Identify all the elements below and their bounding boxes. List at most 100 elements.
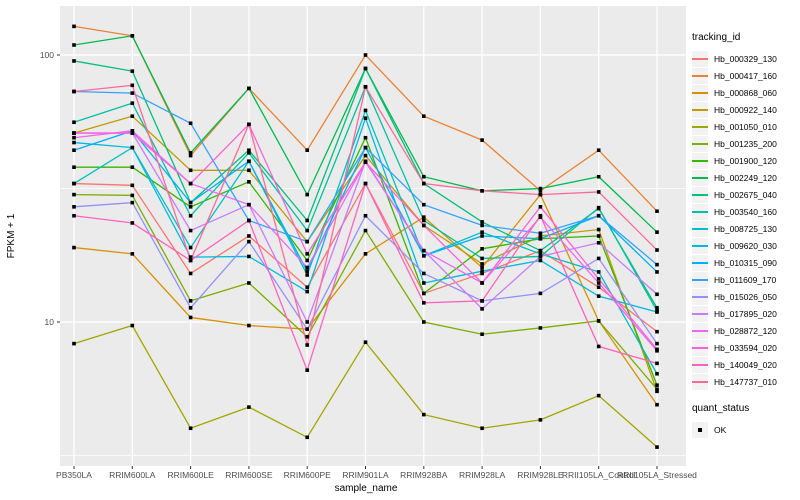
legend-label: Hb_001050_010 [714, 121, 777, 132]
data-point [596, 205, 601, 210]
data-point [363, 85, 368, 89]
data-point [422, 281, 426, 285]
data-point [305, 289, 309, 294]
data-point [655, 361, 659, 366]
data-point [247, 148, 251, 152]
data-point [538, 248, 543, 253]
data-point [130, 165, 135, 169]
legend-entry-Hb_000922_140: Hb_000922_140 [692, 101, 798, 118]
data-point [188, 213, 193, 218]
data-point [247, 254, 251, 259]
legend-label: Hb_147737_010 [714, 376, 777, 387]
data-point [130, 114, 135, 118]
legend-entry-Hb_010315_090: Hb_010315_090 [692, 254, 798, 271]
data-point [655, 371, 659, 376]
data-point [363, 213, 368, 218]
data-point [596, 190, 601, 194]
data-point [422, 218, 426, 223]
data-point [72, 89, 76, 94]
data-point [538, 213, 543, 218]
legend-label: Hb_003540_160 [714, 206, 777, 217]
data-point [538, 234, 543, 238]
data-point [480, 265, 484, 270]
data-point [305, 368, 309, 372]
legend-entry-Hb_001900_120: Hb_001900_120 [692, 152, 798, 169]
data-point [422, 320, 426, 324]
legend-label: Hb_009620_030 [714, 240, 777, 251]
data-point [305, 269, 309, 273]
legend-key-line-icon [692, 271, 708, 288]
data-point [363, 116, 368, 120]
data-point [72, 59, 76, 63]
data-point [72, 131, 76, 135]
data-point [655, 209, 659, 214]
x-tick-label: RRIM600SE [225, 470, 273, 480]
data-point [655, 383, 659, 387]
data-point [422, 248, 426, 253]
legend-label: Hb_028872_120 [714, 325, 777, 336]
legend-key-line-icon [692, 305, 708, 322]
data-point [188, 200, 193, 205]
data-point [130, 69, 135, 73]
data-point [363, 252, 368, 256]
legend-key-line-icon [692, 101, 708, 118]
legend-label: Hb_011609_170 [714, 274, 777, 285]
legend-key-line-icon [692, 356, 708, 373]
y-axis-title: FPKM + 1 [6, 213, 17, 258]
legend-entry-Hb_147737_010: Hb_147737_010 [692, 373, 798, 390]
data-point [188, 121, 193, 126]
data-point [480, 246, 484, 251]
data-point [247, 218, 251, 223]
data-point [538, 236, 543, 241]
data-point [480, 281, 484, 285]
legend-label: Hb_002675_040 [714, 189, 777, 200]
data-point [596, 148, 601, 152]
legend-label: Hb_010315_090 [714, 257, 777, 268]
data-point [188, 153, 193, 158]
legend-key-line-icon [692, 135, 708, 152]
data-point [655, 262, 659, 267]
data-point [596, 294, 601, 298]
data-point [247, 323, 251, 328]
legend-entry-Hb_001050_010: Hb_001050_010 [692, 118, 798, 135]
data-point [596, 174, 601, 179]
data-point [422, 202, 426, 207]
data-point [305, 239, 309, 244]
legend-entry-Hb_015026_050: Hb_015026_050 [692, 288, 798, 305]
data-point [130, 91, 135, 95]
legend-tracking-entries: Hb_000329_130 Hb_000417_160 Hb_000868_060 H… [692, 50, 798, 390]
data-point [188, 426, 193, 431]
data-point [480, 332, 484, 337]
data-point [596, 319, 601, 323]
data-point [480, 256, 484, 261]
data-point [72, 148, 76, 152]
legend-entry-Hb_033594_020: Hb_033594_020 [692, 339, 798, 356]
data-point [538, 231, 543, 236]
data-point [247, 281, 251, 285]
data-point [655, 270, 659, 274]
legend-label: OK [714, 424, 727, 435]
legend-entry-Hb_009620_030: Hb_009620_030 [692, 237, 798, 254]
data-point [422, 114, 426, 118]
legend-key-line-icon [692, 373, 708, 390]
data-point [655, 310, 659, 314]
legend-label: Hb_017895_020 [714, 308, 777, 319]
data-point [655, 347, 659, 352]
data-point [188, 228, 193, 233]
data-point [596, 227, 601, 232]
data-point [305, 335, 309, 339]
data-point [188, 306, 193, 310]
data-point [422, 301, 426, 305]
legend-entry-Hb_002249_120: Hb_002249_120 [692, 169, 798, 186]
data-point [188, 168, 193, 173]
legend-entry-Hb_011609_170: Hb_011609_170 [692, 271, 798, 288]
legend-label: Hb_000329_130 [714, 53, 777, 64]
data-point [188, 258, 193, 263]
data-point [480, 271, 484, 276]
data-point [480, 262, 484, 266]
x-tick-label: RRIM901LA [342, 470, 389, 480]
data-point [655, 341, 659, 346]
data-point [247, 180, 251, 184]
data-point [72, 43, 76, 47]
